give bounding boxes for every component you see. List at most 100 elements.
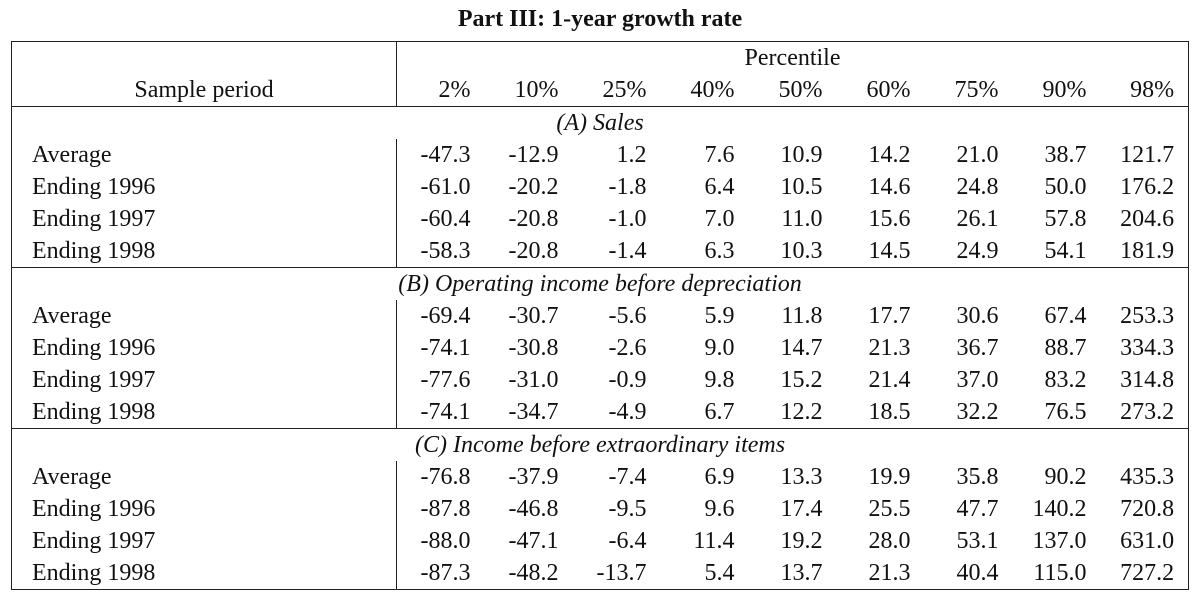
table-cell: 5.4: [660, 557, 749, 590]
table-cell: 6.3: [704, 238, 735, 264]
table-cell: 47.7: [956, 496, 999, 522]
row-label: Ending 1997: [11, 203, 397, 235]
table-cell: 10.5: [780, 174, 823, 200]
table-cell: 15.2: [780, 367, 823, 393]
table-cell: 67.4: [1044, 303, 1087, 329]
table-cell: -1.8: [608, 174, 647, 200]
table-cell: -47.3: [396, 139, 485, 171]
table-cell: -9.5: [608, 496, 647, 522]
percentile-column-header: 60%: [866, 77, 911, 103]
table-cell: -46.8: [508, 496, 559, 522]
table-cell: 40.4: [924, 557, 1013, 590]
percentile-column-header: 2%: [396, 74, 485, 107]
row-label: Ending 1997: [11, 364, 397, 396]
table-cell: 21.3: [836, 557, 925, 590]
table-cell: 115.0: [1012, 557, 1101, 590]
table-cell: 36.7: [956, 335, 999, 361]
table-cell: -69.4: [396, 300, 485, 332]
table-cell: 137.0: [1032, 528, 1087, 554]
table-cell: 253.3: [1100, 300, 1190, 332]
row-label: Average: [11, 300, 397, 332]
table-cell: -30.8: [508, 335, 559, 361]
table-cell: 10.9: [780, 142, 823, 168]
section-title: (C) Income before extraordinary items: [10, 428, 1190, 461]
table-cell: -1.4: [608, 238, 647, 264]
table-cell: -61.0: [396, 171, 485, 203]
table-cell: 273.2: [1100, 396, 1190, 429]
table-row: Ending 1996 -87.8 -46.8 -9.5 9.6 17.4 25.5 47.7…: [11, 493, 1190, 525]
row-label: Ending 1998: [11, 557, 397, 590]
table-cell: 17.4: [780, 496, 823, 522]
table-cell: 21.4: [868, 367, 911, 393]
sample-period-header: Sample period: [11, 74, 397, 107]
table-cell: -20.2: [508, 174, 559, 200]
table-cell: 727.2: [1100, 557, 1190, 590]
row-label: Ending 1998: [11, 396, 397, 429]
table-cell: 35.8: [956, 464, 999, 490]
table-cell: -1.0: [608, 206, 647, 232]
table-cell: -58.3: [396, 235, 485, 268]
table-cell: 21.3: [868, 335, 911, 361]
table-cell: 6.9: [704, 464, 735, 490]
table-cell: -37.9: [508, 464, 559, 490]
percentile-column-header: 90%: [1042, 77, 1087, 103]
table-cell: 37.0: [956, 367, 999, 393]
table-cell: 11.8: [781, 303, 823, 329]
table-cell: 19.2: [780, 528, 823, 554]
table-cell: -87.3: [396, 557, 485, 590]
table-cell: 38.7: [1044, 142, 1087, 168]
table-cell: -60.4: [396, 203, 485, 235]
table-cell: -30.7: [508, 303, 559, 329]
table-cell: -87.8: [396, 493, 485, 525]
table-cell: 14.7: [780, 335, 823, 361]
table-cell: 6.4: [704, 174, 735, 200]
table-cell: 13.3: [780, 464, 823, 490]
header-blank-cell: [11, 41, 397, 74]
table-cell: 204.6: [1100, 203, 1190, 235]
percentile-column-header: 50%: [778, 77, 823, 103]
table-title: Part III: 1-year growth rate: [457, 6, 743, 32]
table-cell: -12.9: [508, 142, 559, 168]
table-cell: -0.9: [608, 367, 647, 393]
table-cell: -13.7: [572, 557, 661, 590]
table-cell: 30.6: [956, 303, 999, 329]
table-row: Ending 1997 -88.0 -47.1 -6.4 11.4 19.2 28.0 53.…: [11, 525, 1190, 557]
table-cell: 11.0: [781, 206, 823, 232]
table-row: Ending 1998 -87.3 -48.2 -13.7 5.4 13.7 21.3 40.…: [11, 557, 1190, 590]
section-title: (A) Sales: [10, 106, 1190, 139]
header-row-columns: Sample period 2% 10% 25% 40% 50% 60% 75% 90% 98%: [11, 74, 1190, 107]
table-cell: 1.2: [616, 142, 647, 168]
section-title: (B) Operating income before depreciation: [10, 267, 1190, 300]
table-cell: 7.0: [704, 206, 735, 232]
table-cell: 17.7: [868, 303, 911, 329]
table-cell: 14.6: [868, 174, 911, 200]
table-row: Ending 1996 -61.0 -20.2 -1.8 6.4 10.5 14.6 24.8…: [11, 171, 1190, 203]
percentile-column-header: 40%: [690, 77, 735, 103]
table-row: Ending 1998 -58.3 -20.8 -1.4 6.3 10.3 14.5 24.9…: [11, 235, 1190, 268]
table-cell: 19.9: [868, 464, 911, 490]
table-cell: -48.2: [484, 557, 573, 590]
table-cell: -31.0: [508, 367, 559, 393]
table-cell: -6.4: [608, 528, 647, 554]
table-cell: 435.3: [1100, 461, 1190, 493]
table-row: Ending 1997 -60.4 -20.8 -1.0 7.0 11.0 15.6 26.1…: [11, 203, 1190, 235]
table-cell: 28.0: [868, 528, 911, 554]
table-row: Average -69.4 -30.7 -5.6 5.9 11.8 17.7 30.6 67.4…: [11, 300, 1190, 332]
table-cell: 24.9: [956, 238, 999, 264]
table-cell: 181.9: [1100, 235, 1190, 268]
table-cell: 11.4: [693, 528, 735, 554]
table-cell: 24.8: [956, 174, 999, 200]
table-cell: -76.8: [396, 461, 485, 493]
percentile-column-header: 98%: [1100, 74, 1190, 107]
table-cell: -88.0: [396, 525, 485, 557]
table-cell: 57.8: [1044, 206, 1087, 232]
table-cell: 176.2: [1100, 171, 1190, 203]
growth-rate-table: Percentile Sample period 2% 10% 25% 40% 50% 6…: [10, 41, 1190, 590]
percentile-column-header: 10%: [514, 77, 559, 103]
table-cell: 90.2: [1044, 464, 1087, 490]
table-cell: 9.0: [704, 335, 735, 361]
percentile-header: Percentile: [395, 41, 1190, 74]
row-label: Ending 1997: [11, 525, 397, 557]
table-cell: 6.7: [704, 399, 735, 425]
